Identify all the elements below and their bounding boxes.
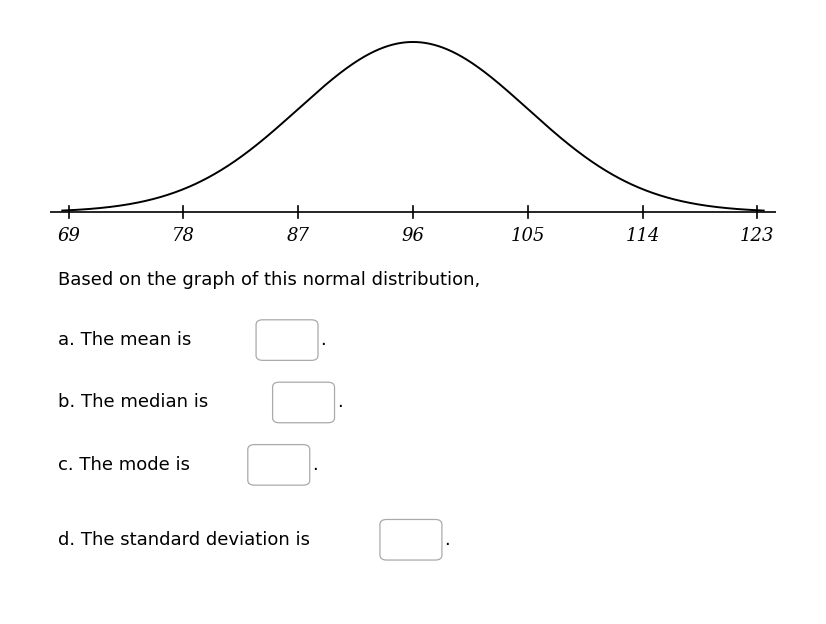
Text: d. The standard deviation is: d. The standard deviation is: [58, 531, 310, 548]
Text: c. The mode is: c. The mode is: [58, 456, 190, 474]
Text: .: .: [444, 531, 450, 548]
Text: .: .: [337, 394, 343, 411]
Text: b. The median is: b. The median is: [58, 394, 208, 411]
Text: 78: 78: [172, 228, 195, 245]
Text: 69: 69: [57, 228, 80, 245]
Text: 114: 114: [625, 228, 660, 245]
Text: 123: 123: [740, 228, 775, 245]
Text: Based on the graph of this normal distribution,: Based on the graph of this normal distri…: [58, 271, 480, 290]
Text: 96: 96: [401, 228, 425, 245]
Text: a. The mean is: a. The mean is: [58, 331, 191, 349]
Text: 87: 87: [287, 228, 310, 245]
Text: .: .: [312, 456, 318, 474]
Text: .: .: [320, 331, 326, 349]
Text: 105: 105: [510, 228, 545, 245]
